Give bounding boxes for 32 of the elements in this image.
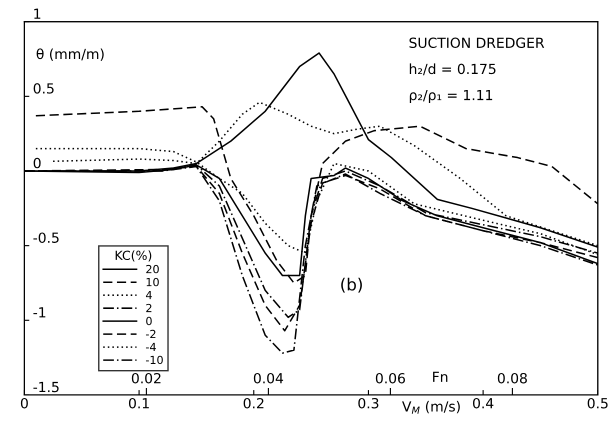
x-tick-label: 0.2 (244, 398, 264, 408)
legend-label: 0 (146, 316, 152, 326)
x-tick-label: 0.1 (128, 398, 149, 408)
legend-label: -2 (146, 330, 156, 338)
legend-label: -4 (146, 342, 156, 351)
annotation: h₂/d = 0.175 (410, 63, 496, 76)
y-tick-label: 0 (34, 158, 41, 168)
y-tick-label: 0.5 (34, 83, 54, 94)
legend-label: 4 (146, 290, 152, 300)
x-tick-label: 0.5 (588, 398, 608, 408)
annotation: SUCTION DREDGER (409, 38, 544, 48)
y-tick-label: -1 (33, 307, 46, 318)
x-axis-title: V$_{M}$ (m/s) (402, 400, 460, 414)
x2-tick-label: 0.04 (254, 372, 284, 384)
annotation: (b) (341, 278, 362, 293)
x2-tick-label: 0.06 (376, 372, 405, 384)
x-tick-label: 0 (20, 398, 28, 408)
x-tick-label: 0.3 (358, 398, 378, 408)
legend-label: 20 (146, 264, 159, 274)
legend-label: -10 (146, 356, 163, 364)
y-axis-title: θ (mm/m) (36, 48, 104, 61)
x-tick-label: 0.4 (472, 398, 494, 408)
legend-label: 10 (146, 278, 159, 286)
x2-tick-label: 0.08 (498, 372, 527, 384)
x2-tick-label: 0.02 (132, 372, 160, 384)
y-tick-label: -0.5 (33, 232, 59, 243)
y-tick-label: 1 (34, 8, 40, 19)
legend-label: 2 (146, 304, 152, 312)
x2-axis-title: Fn (433, 372, 448, 382)
annotation: ρ₂/ρ₁ = 1.11 (410, 90, 492, 103)
legend-title: KC(%) (116, 250, 152, 262)
y-tick-label: -1.5 (33, 382, 59, 392)
